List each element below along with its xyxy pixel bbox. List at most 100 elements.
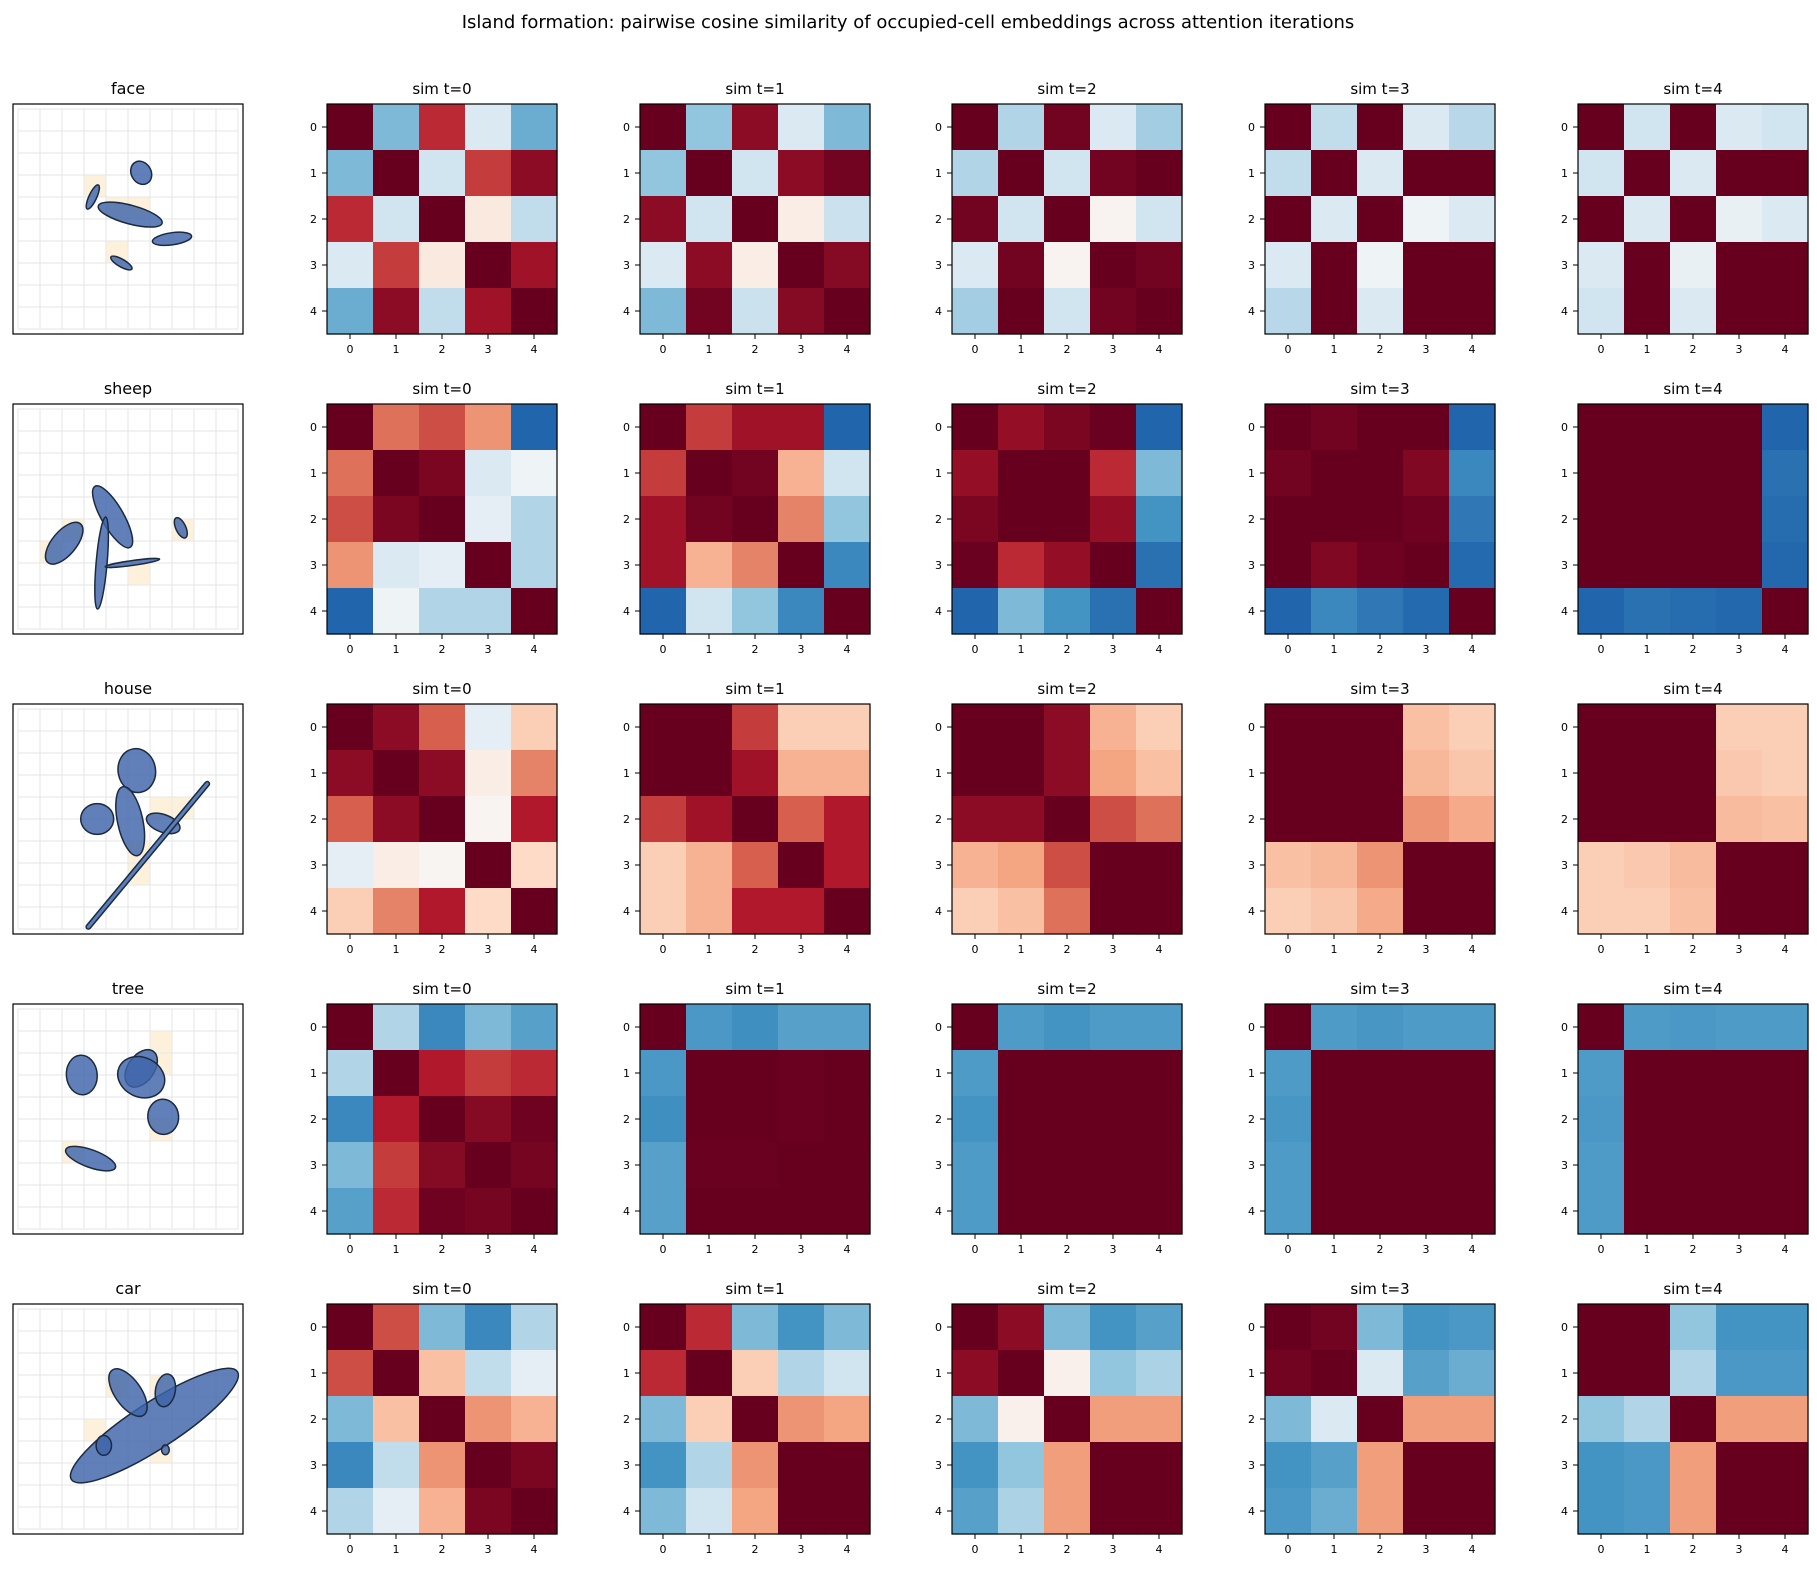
heatmap-cell	[1762, 888, 1809, 935]
heatmap-cell	[1265, 1396, 1312, 1443]
y-tick-label: 1	[623, 1067, 630, 1080]
x-tick-label: 1	[1644, 1243, 1651, 1256]
heatmap-sheep-t2: sim t=2 0 0 1 1 2 2 3 3 4 4	[935, 380, 1183, 656]
heatmap-cell	[1090, 1096, 1137, 1143]
heatmap-cell	[511, 542, 558, 589]
y-tick-label: 1	[623, 467, 630, 480]
y-tick-label: 4	[310, 1505, 317, 1518]
heatmap-cell	[1311, 242, 1358, 289]
heatmap-cell	[1716, 450, 1763, 497]
heatmap-cell	[1670, 888, 1717, 935]
heatmap-cell	[1136, 150, 1183, 197]
heatmap-cell	[824, 842, 871, 889]
y-tick-label: 0	[1248, 721, 1255, 734]
heatmap-cell	[1136, 750, 1183, 797]
heatmap-cell	[1624, 1096, 1671, 1143]
heatmap-cell	[1044, 1396, 1091, 1443]
occupied-cell	[128, 563, 150, 585]
heatmap-car-t1: sim t=1 0 0 1 1 2 2 3 3 4 4	[623, 1280, 871, 1556]
heatmap-cell	[511, 1488, 558, 1535]
x-tick-label: 3	[1110, 943, 1117, 956]
heatmap-cell	[1090, 1488, 1137, 1535]
heatmap-cell	[732, 404, 779, 451]
heatmap-cell	[824, 1396, 871, 1443]
y-tick-label: 2	[1248, 1413, 1255, 1426]
heatmap-cell	[1044, 404, 1091, 451]
y-tick-label: 3	[935, 1459, 942, 1472]
heatmap-cell	[1044, 450, 1091, 497]
heatmap-cell	[640, 542, 687, 589]
heatmap-cell	[419, 1188, 466, 1235]
heatmap-cell	[1578, 1304, 1625, 1351]
heatmap-cell	[1624, 404, 1671, 451]
heatmap-cell	[1578, 704, 1625, 751]
heatmap-cell	[1044, 796, 1091, 843]
heatmap-cell	[465, 796, 512, 843]
heatmap-cell	[1670, 1488, 1717, 1535]
y-tick-label: 3	[623, 1159, 630, 1172]
heatmap-cell	[1044, 1188, 1091, 1235]
heatmap-sheep-t4: sim t=4 0 0 1 1 2 2 3 3 4 4	[1561, 380, 1809, 656]
heatmap-cell	[511, 842, 558, 889]
heatmap-house-t3: sim t=3 0 0 1 1 2 2 3 3 4 4	[1248, 680, 1496, 956]
heatmap-cell	[1357, 1442, 1404, 1489]
x-tick-label: 3	[798, 1243, 805, 1256]
heatmap-cell	[511, 750, 558, 797]
heatmap-cell	[327, 150, 374, 197]
heatmap-cell	[1670, 450, 1717, 497]
heatmap-cell	[1311, 588, 1358, 635]
heatmap-cell	[327, 1488, 374, 1535]
heatmap-cell	[1311, 1304, 1358, 1351]
heatmap-cell	[373, 1096, 420, 1143]
heatmap-cell	[511, 1050, 558, 1097]
heatmap-cell	[419, 796, 466, 843]
heatmap-cell	[465, 1488, 512, 1535]
heatmap-cell	[1670, 1142, 1717, 1189]
heatmap-cell	[1044, 750, 1091, 797]
heatmap-cell	[1403, 450, 1450, 497]
heatmap-cell	[952, 1050, 999, 1097]
heatmap-cell	[1090, 1350, 1137, 1397]
x-tick-label: 3	[1423, 343, 1430, 356]
heatmap-cell	[1136, 404, 1183, 451]
heatmap-cell	[1090, 542, 1137, 589]
heatmap-cell	[1449, 450, 1496, 497]
heatmap-cell	[686, 288, 733, 335]
x-tick-label: 0	[347, 1243, 354, 1256]
heatmap-cell	[824, 796, 871, 843]
heatmap-cell	[1090, 1396, 1137, 1443]
heatmap-cell	[824, 542, 871, 589]
heatmap-cell	[419, 404, 466, 451]
heatmap-cell	[1090, 242, 1137, 289]
heatmap-cell	[732, 242, 779, 289]
heatmap-face-t2: sim t=2 0 0 1 1 2 2 3 3 4 4	[935, 80, 1183, 356]
heatmap-cell	[1136, 796, 1183, 843]
heatmap-cell	[732, 842, 779, 889]
heatmap-cell	[952, 404, 999, 451]
y-tick-label: 3	[935, 859, 942, 872]
x-tick-label: 3	[1736, 1243, 1743, 1256]
heatmap-cell	[373, 1488, 420, 1535]
heatmap-car-t4: sim t=4 0 0 1 1 2 2 3 3 4 4	[1561, 1280, 1809, 1556]
x-tick-label: 1	[1644, 343, 1651, 356]
heatmap-cell	[1136, 1488, 1183, 1535]
heatmap-cell	[1265, 1004, 1312, 1051]
y-tick-label: 4	[623, 1505, 630, 1518]
heatmap-cell	[998, 242, 1045, 289]
x-tick-label: 0	[1598, 343, 1605, 356]
heatmap-cell	[998, 1396, 1045, 1443]
x-tick-label: 0	[347, 643, 354, 656]
y-tick-label: 3	[935, 559, 942, 572]
heatmap-cell	[419, 496, 466, 543]
heatmap-cell	[1449, 1304, 1496, 1351]
heatmap-cell	[952, 1188, 999, 1235]
heatmap-cell	[998, 404, 1045, 451]
y-tick-label: 2	[1248, 513, 1255, 526]
heatmap-cell	[419, 242, 466, 289]
heatmap-cell	[419, 750, 466, 797]
x-tick-label: 1	[1331, 1543, 1338, 1556]
heatmap-cell	[1311, 888, 1358, 935]
heatmap-cell	[778, 1050, 825, 1097]
x-tick-label: 4	[844, 343, 851, 356]
